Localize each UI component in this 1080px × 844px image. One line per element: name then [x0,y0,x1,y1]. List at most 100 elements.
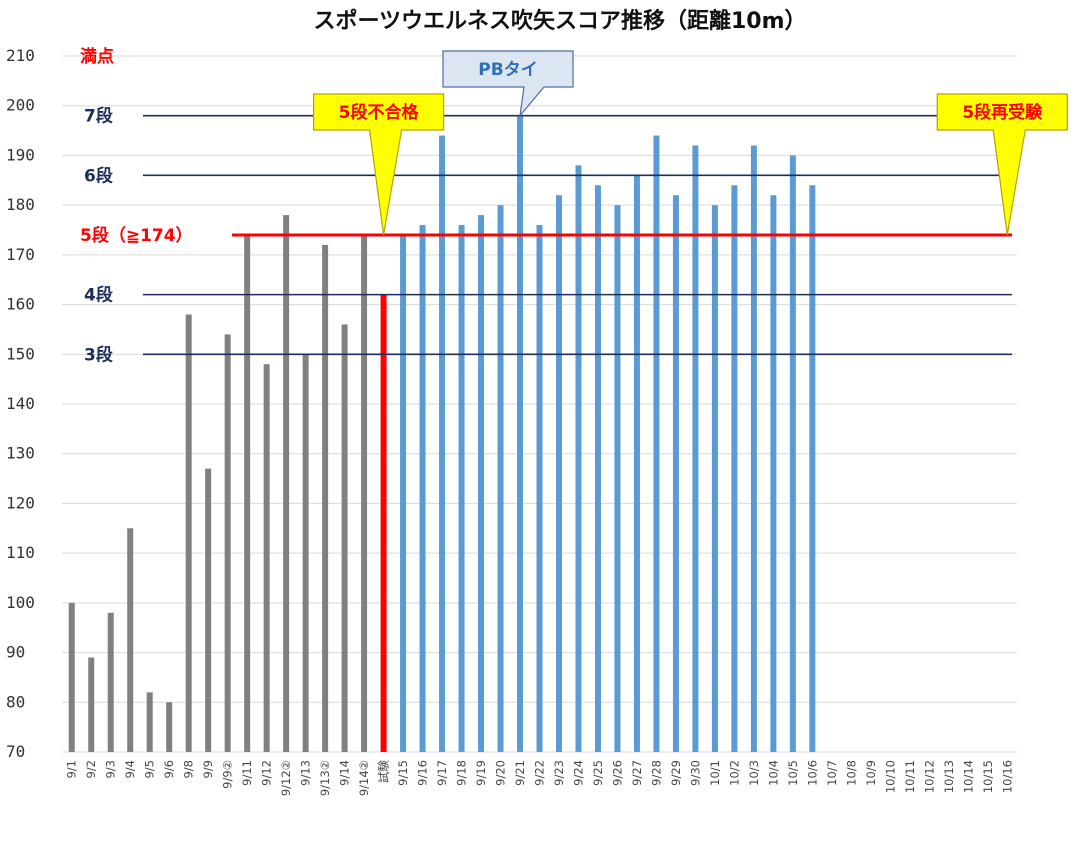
bar-9/9 [205,468,212,752]
bar-9/25 [594,185,601,752]
bar-9/13② [322,244,329,752]
bar-試験 [380,294,387,752]
x-tick-label: 9/27 [630,760,644,786]
bar-9/4 [127,528,134,752]
x-tick-label: 9/5 [143,760,157,779]
reference-label-150: 3段 [84,344,113,365]
bar-9/11 [244,234,251,752]
bar-9/12 [263,364,270,752]
callout-label: 5段不合格 [339,102,420,123]
bar-9/12② [283,215,290,753]
bar-9/2 [88,657,95,752]
y-tick-label: 190 [6,145,35,164]
x-tick-label: 9/12② [279,760,293,796]
y-tick-label: 130 [6,444,35,463]
x-tick-label: 10/1 [708,760,722,786]
y-tick-label: 70 [6,742,25,761]
x-tick-label: 9/14 [338,760,352,786]
x-tick-label: 10/9 [864,760,878,786]
callout-label: 5段再受験 [962,102,1043,123]
bar-10/6 [809,185,816,752]
annotations: PBタイ 5段不合格 5段再受験 [312,50,1068,236]
bar-9/3 [107,612,114,752]
x-tick-label: 9/12 [260,760,274,786]
bar-9/17 [439,135,446,753]
reference-label-198: 7段 [84,106,113,127]
y-tick-label: 150 [6,344,35,363]
y-tick-label: 210 [6,46,35,65]
x-tick-label: 9/25 [591,760,605,786]
reference-label-186: 6段 [84,165,113,186]
y-tick-label: 180 [6,195,35,214]
bar-10/4 [770,195,777,752]
x-tick-label: 10/11 [903,760,917,793]
x-tick-label: 9/13② [318,760,332,796]
x-tick-label: 9/26 [610,760,624,786]
bars [68,115,816,753]
x-axis-ticks: 9/1 9/2 9/3 9/4 9/5 9/6 9/8 9/9 9/9② 9/11 9/12 9/12… [65,760,1015,797]
bar-9/28 [653,135,660,753]
bar-9/22 [536,225,543,752]
bar-9/27 [633,175,640,753]
bar-9/30 [692,145,699,752]
bar-9/14 [341,324,348,752]
x-tick-label: 10/15 [981,760,995,793]
x-tick-label: 9/16 [416,760,430,786]
x-tick-label: 9/3 [104,760,118,779]
x-tick-label: 9/17 [435,760,449,786]
x-tick-label: 9/13 [299,760,313,786]
bar-10/2 [731,185,738,752]
bar-9/1 [68,602,75,752]
x-tick-label: 9/22 [533,760,547,786]
x-tick-label: 9/20 [494,760,508,786]
bar-9/16 [419,225,426,752]
y-tick-label: 110 [6,543,35,562]
y-tick-label: 80 [6,692,25,711]
bar-9/5 [146,692,153,752]
x-tick-label: 10/7 [825,760,839,786]
x-tick-label: 9/29 [669,760,683,786]
reference-label-210: 満点 [80,46,114,67]
x-tick-label: 9/2 [84,760,98,779]
x-tick-label: 10/14 [961,760,975,793]
bar-9/8 [185,314,192,752]
y-tick-label: 170 [6,245,35,264]
x-tick-label: 10/6 [805,760,819,786]
bar-9/20 [497,205,504,753]
bar-9/23 [555,195,562,752]
bar-9/18 [458,225,465,752]
y-axis-ticks: 70 80 90 100 110 120 130 140 150 160 170 180 190 200 2… [6,46,35,761]
chart-title: スポーツウエルネス吹矢スコア推移（距離10m） [313,8,806,34]
bar-9/24 [575,165,582,752]
bar-9/21 [517,115,524,752]
bar-9/15 [400,234,407,752]
reference-label-174: 5段（≧174） [80,225,193,246]
x-tick-label: 10/12 [922,760,936,793]
reference-label-162: 4段 [84,285,113,306]
x-tick-label: 試験 [377,760,391,783]
y-tick-label: 120 [6,493,35,512]
bar-10/3 [750,145,757,752]
x-tick-label: 10/16 [1000,760,1014,793]
x-tick-label: 9/9 [201,760,215,779]
x-tick-label: 10/13 [942,760,956,793]
x-tick-label: 9/19 [474,760,488,786]
bar-10/1 [711,205,718,753]
callout-5段再受験 [936,93,1068,236]
x-tick-label: 9/21 [513,760,527,786]
x-tick-label: 9/24 [571,760,585,786]
bar-9/6 [166,702,173,752]
x-tick-label: 9/23 [552,760,566,786]
x-tick-label: 10/3 [747,760,761,786]
x-tick-label: 9/14② [357,760,371,796]
bar-9/29 [672,195,679,752]
x-tick-label: 10/8 [844,760,858,786]
bar-9/13 [302,354,309,752]
bar-10/5 [789,155,796,752]
x-tick-label: 10/2 [727,760,741,786]
bar-9/26 [614,205,621,753]
reference-lines: 満点 7段 6段 5段（≧174） 4段 3段 [80,46,1012,365]
x-tick-label: 9/4 [123,760,137,779]
callout-5段不合格 [312,93,445,236]
